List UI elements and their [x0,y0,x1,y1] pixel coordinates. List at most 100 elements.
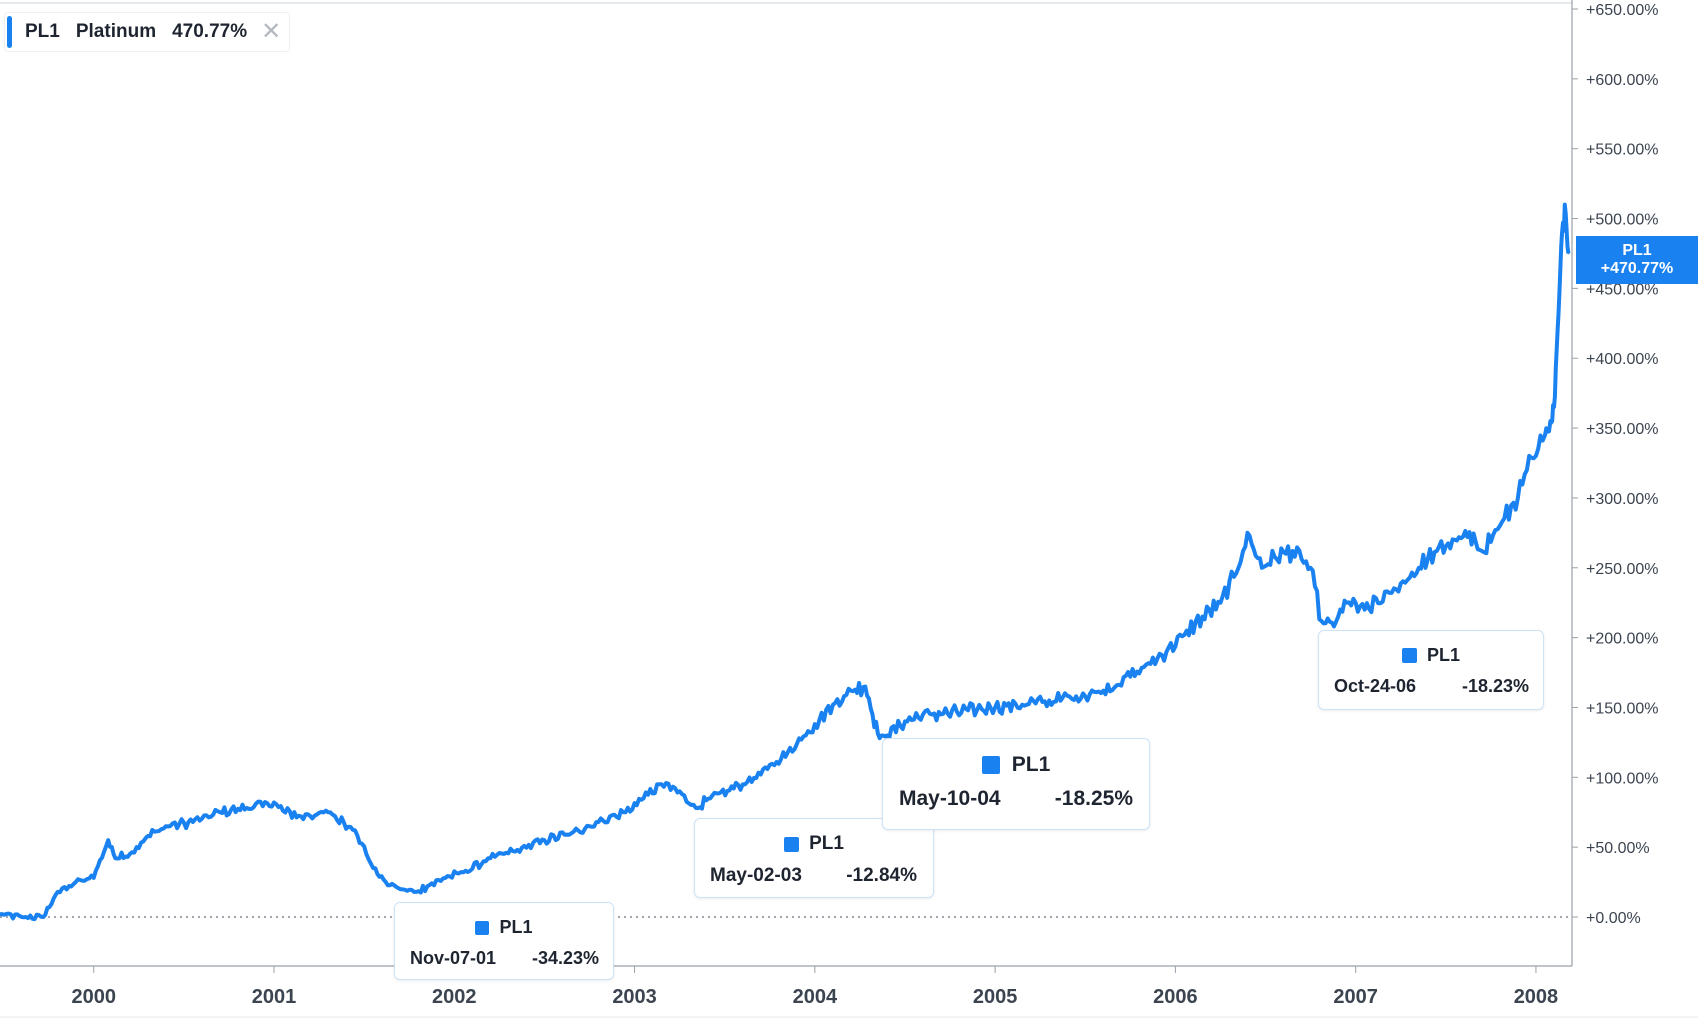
data-point [1499,525,1501,527]
data-point [273,801,275,804]
data-point [732,787,735,790]
x-tick-label: 2004 [793,986,838,1008]
y-tick-label: +300.00% [1586,491,1659,508]
data-point [1454,539,1456,541]
tooltip-change: -18.25% [1054,787,1133,810]
legend-symbol: PL1 [25,21,60,42]
data-point [1237,567,1240,569]
series-line-pl1 [0,202,1571,922]
data-point [709,797,712,800]
data-point [385,881,387,883]
series-square-icon [1401,648,1417,663]
tooltip-row: May-02-03 -12.84% [710,865,917,887]
data-point [1291,550,1294,552]
tooltip-symbol: PL1 [1426,645,1460,665]
last-value-badge: PL1 +470.77% [1576,236,1698,284]
data-point [850,689,852,692]
data-point [1556,329,1559,332]
data-point [489,857,492,860]
data-point [1246,532,1249,534]
tooltip-date: May-02-03 [710,865,802,886]
data-point [871,713,874,716]
tooltip-header: PL1 [395,917,613,938]
data-point [1129,675,1132,678]
data-point [994,706,996,709]
data-point [787,751,789,753]
data-point [0,913,1,915]
close-icon[interactable]: ✕ [261,18,282,45]
data-point [300,815,302,818]
data-point [1517,497,1519,499]
data-point [864,685,867,688]
x-tick-label: 2001 [252,986,297,1008]
data-point [426,885,429,888]
data-point [1526,469,1528,471]
data-point [1183,634,1186,636]
data-point [543,839,546,841]
data-point [1219,601,1222,604]
data-point [967,709,969,712]
data-point [1048,699,1050,702]
y-tick-label: +450.00% [1586,281,1659,298]
data-point [1418,567,1420,569]
y-tick-label: +150.00% [1586,700,1659,717]
data-point [282,810,284,812]
data-point [597,821,600,823]
tooltip-date: Nov-07-01 [410,948,497,968]
data-point [678,790,681,793]
series-layer [0,202,1571,922]
data-point [1345,601,1348,604]
annotation-tooltip: PL1 May-10-04 -18.25% [882,738,1150,830]
data-point [922,713,924,716]
data-point [129,853,131,855]
tooltip-row: Oct-24-06 -18.23% [1334,676,1529,697]
data-point [642,797,645,800]
tooltip-change: -34.23% [531,948,599,968]
data-point [42,916,45,918]
data-point [832,703,834,706]
data-point [904,720,906,723]
tooltip-date: May-10-04 [899,787,1001,810]
annotation-tooltip: PL1 Nov-07-01 -34.23% [394,902,614,980]
data-point [1481,550,1483,552]
tooltip-row: Nov-07-01 -34.23% [410,948,599,969]
data-point [695,807,697,809]
legend-box: PL1 Platinum 470.77% ✕ [4,12,290,52]
data-point [1201,615,1204,618]
data-point [92,877,95,879]
y-tick-label: +650.00% [1586,2,1659,19]
last-value-symbol: PL1 [1622,242,1652,259]
data-point [20,916,23,918]
y-tick-label: +400.00% [1586,351,1659,368]
data-point [1564,203,1566,206]
series-square-icon [981,756,1000,774]
y-tick-label: +350.00% [1586,421,1659,438]
data-point [814,723,816,725]
data-point [147,835,149,837]
data-point [399,888,402,890]
data-point [1390,592,1393,594]
data-point [878,737,881,739]
data-point [74,881,77,883]
tooltip-date: Oct-24-06 [1334,676,1417,696]
data-point [354,829,356,832]
legend-color-bar [7,16,12,48]
data-point [1560,245,1562,248]
tooltip-header: PL1 [695,833,933,855]
data-point [165,825,167,827]
data-point [940,713,942,716]
tooltip-header: PL1 [1319,645,1543,666]
data-point [660,783,663,786]
tooltip-change: -12.84% [846,865,917,886]
data-point [1309,567,1312,569]
data-point [1544,434,1546,436]
x-tick-label: 2008 [1514,986,1559,1008]
y-tick-label: +200.00% [1586,631,1659,648]
y-tick-label: +550.00% [1586,142,1659,159]
x-tick-label: 2006 [1153,986,1198,1008]
y-tick-label: +0.00% [1586,910,1641,927]
y-tick-label: +250.00% [1586,561,1659,578]
